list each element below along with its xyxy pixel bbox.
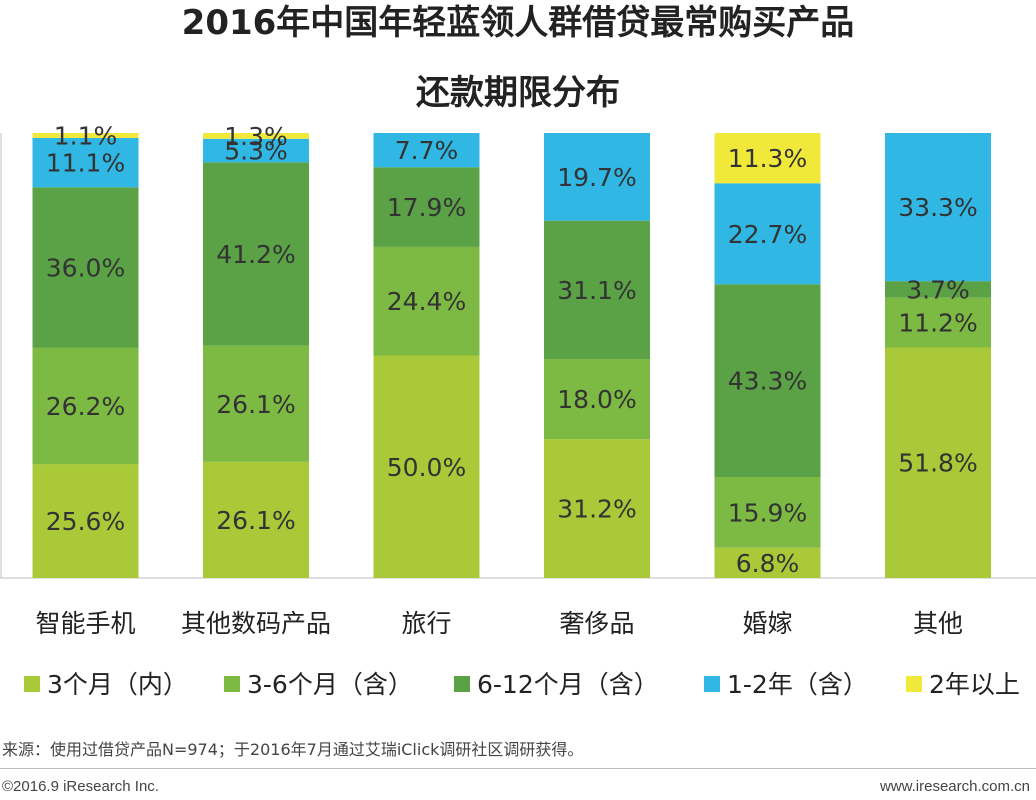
category-label: 旅行 [401, 609, 451, 638]
bar-segment [714, 133, 821, 184]
data-label: 11.3% [728, 144, 807, 173]
bar-segment [32, 133, 139, 138]
bar-segment [203, 162, 309, 346]
bar-segment [714, 547, 821, 578]
legend-swatch [906, 676, 922, 692]
bar-segment [885, 133, 991, 282]
data-label: 5.3% [224, 137, 288, 166]
data-label: 22.7% [728, 220, 807, 249]
data-label: 43.3% [728, 367, 807, 396]
bar-segment [203, 345, 309, 462]
bar-segment [714, 476, 821, 548]
data-label: 1.3% [224, 122, 288, 151]
bar-segment [885, 297, 991, 348]
legend-label: 2年以上 [929, 670, 1020, 699]
data-label: 6.8% [736, 549, 800, 578]
bar-segment [32, 187, 139, 348]
bar-segment [373, 355, 480, 578]
chart-title-line-2: 还款期限分布 [416, 73, 620, 113]
footer-divider [0, 768, 1036, 769]
legend-label: 6-12个月（含） [477, 670, 659, 699]
legend-label: 1-2年（含） [727, 670, 868, 699]
data-label: 31.1% [557, 276, 636, 305]
data-label: 25.6% [46, 507, 125, 536]
plot-frame [0, 133, 1036, 579]
bar-segment [203, 133, 309, 139]
bar-segment [32, 347, 139, 465]
bars-layer [32, 133, 991, 578]
data-label: 19.7% [557, 163, 636, 192]
data-label: 36.0% [46, 253, 125, 282]
data-label: 11.2% [898, 309, 977, 338]
legend: 3个月（内） 3-6个月（含） 6-12个月（含） 1-2年（含） 2年以上 [24, 670, 1020, 699]
data-label: 11.1% [46, 149, 125, 178]
chart-title-line-1: 2016年中国年轻蓝领人群借贷最常购买产品 [181, 3, 855, 43]
category-label: 其他数码产品 [181, 609, 331, 638]
data-label: 26.1% [216, 390, 295, 419]
data-label: 18.0% [557, 385, 636, 414]
data-label: 26.1% [216, 506, 295, 535]
legend-swatch [224, 676, 240, 692]
legend-label: 3-6个月（含） [247, 670, 413, 699]
bar-segment [373, 246, 480, 356]
category-label: 婚嫁 [742, 609, 792, 638]
data-label: 33.3% [898, 193, 977, 222]
legend-swatch [704, 676, 720, 692]
source-note: 来源：使用过借贷产品N=974；于2016年7月通过艾瑞iClick调研社区调研… [2, 740, 584, 759]
legend-swatch [454, 676, 470, 692]
bar-segment [544, 359, 650, 440]
bar-segment [203, 461, 309, 578]
category-label: 智能手机 [35, 609, 135, 638]
data-label: 26.2% [46, 392, 125, 421]
data-label: 31.2% [557, 495, 636, 524]
data-label: 15.9% [728, 498, 807, 527]
copyright-text: ©2016.9 iResearch Inc. [2, 778, 159, 795]
bar-segment [714, 183, 821, 285]
bar-segment [373, 167, 480, 247]
data-label: 41.2% [216, 240, 295, 269]
bar-segment [203, 138, 309, 163]
data-labels-layer: 25.6% 26.2% 36.0% 11.1%1.1% 26.1% 26.1% 41.2% 5… [46, 121, 978, 577]
bar-segment [544, 220, 650, 360]
legend-swatch [24, 676, 40, 692]
data-label: 51.8% [898, 449, 977, 478]
bar-segment [885, 281, 991, 298]
bar-segment [32, 137, 139, 188]
bar-segment [32, 464, 139, 578]
stacked-bar-chart: 25.6% 26.2% 36.0% 11.1%1.1% 26.1% 26.1% 41.2% 5… [0, 121, 1036, 699]
data-label: 50.0% [387, 453, 466, 482]
bar-segment [544, 133, 650, 221]
data-label: 7.7% [395, 136, 459, 165]
bar-segment [714, 284, 821, 477]
data-label: 1.1% [54, 121, 118, 150]
category-label: 奢侈品 [559, 609, 634, 638]
legend-label: 3个月（内） [47, 670, 188, 699]
bar-segment [373, 133, 480, 168]
data-label: 24.4% [387, 287, 466, 316]
data-label: 17.9% [387, 193, 466, 222]
data-label: 3.7% [906, 275, 970, 304]
website-link[interactable]: www.iresearch.com.cn [879, 778, 1030, 795]
category-labels-layer: 智能手机 其他数码产品 旅行 奢侈品 婚嫁 其他 [35, 609, 963, 638]
bar-segment [544, 439, 650, 578]
bar-segment [885, 347, 991, 578]
category-label: 其他 [913, 609, 963, 638]
